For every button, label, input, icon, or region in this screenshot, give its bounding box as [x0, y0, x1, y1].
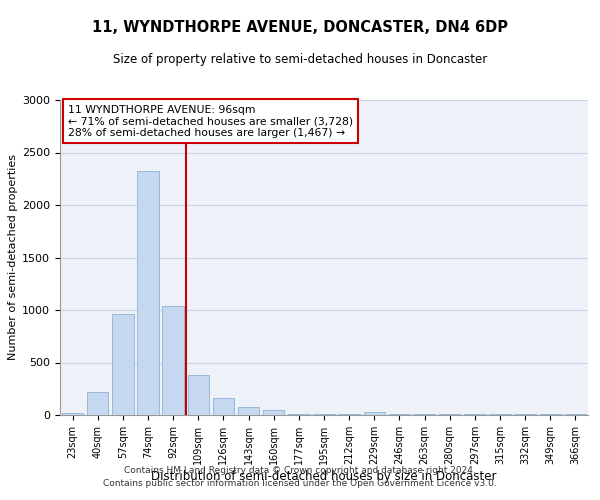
Bar: [263, 410, 284, 415]
Bar: [464, 414, 485, 415]
Bar: [163, 306, 184, 415]
Bar: [288, 414, 310, 415]
Bar: [414, 414, 435, 415]
Text: Contains HM Land Registry data © Crown copyright and database right 2024.
Contai: Contains HM Land Registry data © Crown c…: [103, 466, 497, 487]
Bar: [565, 414, 586, 415]
Text: 11, WYNDTHORPE AVENUE, DONCASTER, DN4 6DP: 11, WYNDTHORPE AVENUE, DONCASTER, DN4 6D…: [92, 20, 508, 35]
Bar: [87, 392, 109, 415]
X-axis label: Distribution of semi-detached houses by size in Doncaster: Distribution of semi-detached houses by …: [151, 470, 497, 482]
Y-axis label: Number of semi-detached properties: Number of semi-detached properties: [8, 154, 18, 360]
Bar: [62, 413, 83, 415]
Bar: [439, 414, 460, 415]
Text: Size of property relative to semi-detached houses in Doncaster: Size of property relative to semi-detach…: [113, 52, 487, 66]
Bar: [112, 314, 134, 415]
Bar: [213, 398, 234, 415]
Bar: [514, 414, 536, 415]
Bar: [313, 414, 335, 415]
Text: 11 WYNDTHORPE AVENUE: 96sqm
← 71% of semi-detached houses are smaller (3,728)
28: 11 WYNDTHORPE AVENUE: 96sqm ← 71% of sem…: [68, 104, 353, 138]
Bar: [238, 406, 259, 415]
Bar: [188, 374, 209, 415]
Bar: [389, 414, 410, 415]
Bar: [364, 412, 385, 415]
Bar: [539, 414, 561, 415]
Bar: [338, 414, 360, 415]
Bar: [137, 172, 158, 415]
Bar: [490, 414, 511, 415]
